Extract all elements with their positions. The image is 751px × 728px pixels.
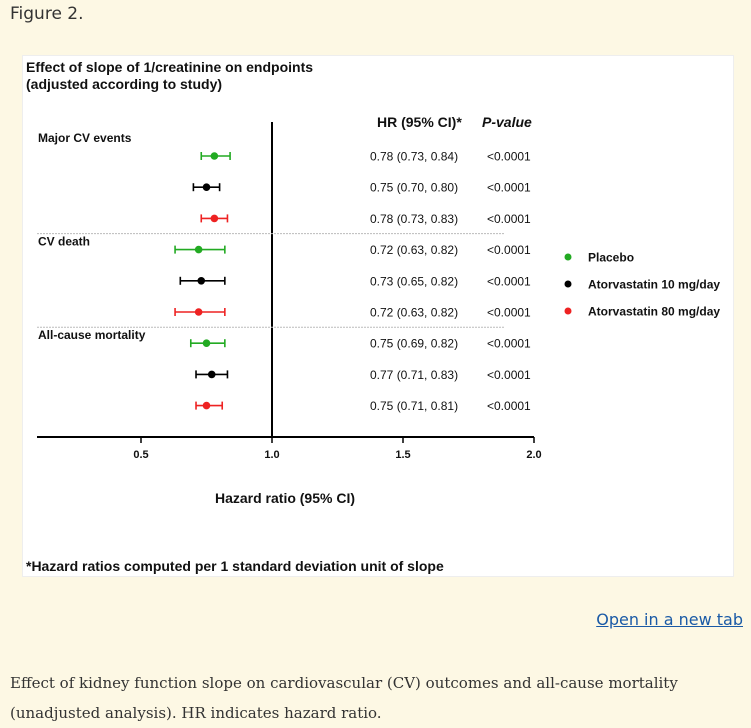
x-axis-label: Hazard ratio (95% CI) (215, 490, 355, 506)
forest-plot: Effect of slope of 1/creatinine on endpo… (26, 59, 720, 574)
legend-marker (564, 253, 572, 261)
x-tick-label: 2.0 (526, 449, 541, 461)
hr-value-text: 0.78 (0.73, 0.84) (370, 150, 458, 164)
p-value-text: <0.0001 (487, 212, 531, 226)
hr-point (194, 308, 203, 316)
hr-value-text: 0.72 (0.63, 0.82) (370, 306, 458, 320)
hr-column-header: HR (95% CI)* (377, 114, 462, 130)
hr-point (194, 245, 203, 254)
p-value-text: <0.0001 (487, 399, 531, 413)
figure-image[interactable]: Effect of slope of 1/creatinine on endpo… (22, 55, 734, 577)
hr-point (197, 277, 206, 285)
p-value-text: <0.0001 (487, 337, 531, 351)
group-label: CV death (38, 235, 90, 249)
hr-value-text: 0.77 (0.71, 0.83) (370, 368, 458, 382)
hr-value-text: 0.72 (0.63, 0.82) (370, 243, 458, 257)
hr-value-text: 0.75 (0.69, 0.82) (370, 337, 458, 351)
p-column-header: P-value (482, 114, 532, 130)
hr-point (202, 339, 211, 348)
hr-point (210, 152, 219, 160)
p-value-text: <0.0001 (487, 181, 531, 195)
hr-value-text: 0.75 (0.70, 0.80) (370, 181, 458, 195)
x-tick-label: 1.0 (264, 449, 279, 461)
group-label: Major CV events (38, 131, 132, 145)
x-tick-label: 0.5 (133, 449, 148, 461)
p-value-text: <0.0001 (487, 243, 531, 257)
figure-label: Figure 2. (10, 4, 84, 24)
hr-value-text: 0.78 (0.73, 0.83) (370, 212, 458, 226)
footnote: *Hazard ratios computed per 1 standard d… (26, 558, 444, 574)
p-value-text: <0.0001 (487, 306, 531, 320)
chart-title: Effect of slope of 1/creatinine on endpo… (26, 59, 313, 75)
legend-label: Atorvastatin 80 mg/day (588, 305, 720, 319)
hr-point (202, 401, 211, 410)
hr-point (207, 370, 216, 379)
open-in-new-tab-link[interactable]: Open in a new tab (596, 610, 743, 629)
hr-point (202, 183, 211, 191)
hr-point (210, 214, 219, 223)
legend-label: Placebo (588, 251, 634, 265)
p-value-text: <0.0001 (487, 150, 531, 164)
x-tick-label: 1.5 (395, 449, 410, 461)
legend-label: Atorvastatin 10 mg/day (588, 278, 720, 292)
hr-value-text: 0.73 (0.65, 0.82) (370, 274, 458, 288)
chart-subtitle: (adjusted according to study) (26, 76, 222, 92)
group-label: All-cause mortality (38, 328, 146, 342)
p-value-text: <0.0001 (487, 274, 531, 288)
hr-value-text: 0.75 (0.71, 0.81) (370, 399, 458, 413)
p-value-text: <0.0001 (487, 368, 531, 382)
legend-marker (564, 307, 572, 315)
figure-caption: Effect of kidney function slope on cardi… (10, 674, 678, 722)
legend-marker (564, 280, 572, 288)
